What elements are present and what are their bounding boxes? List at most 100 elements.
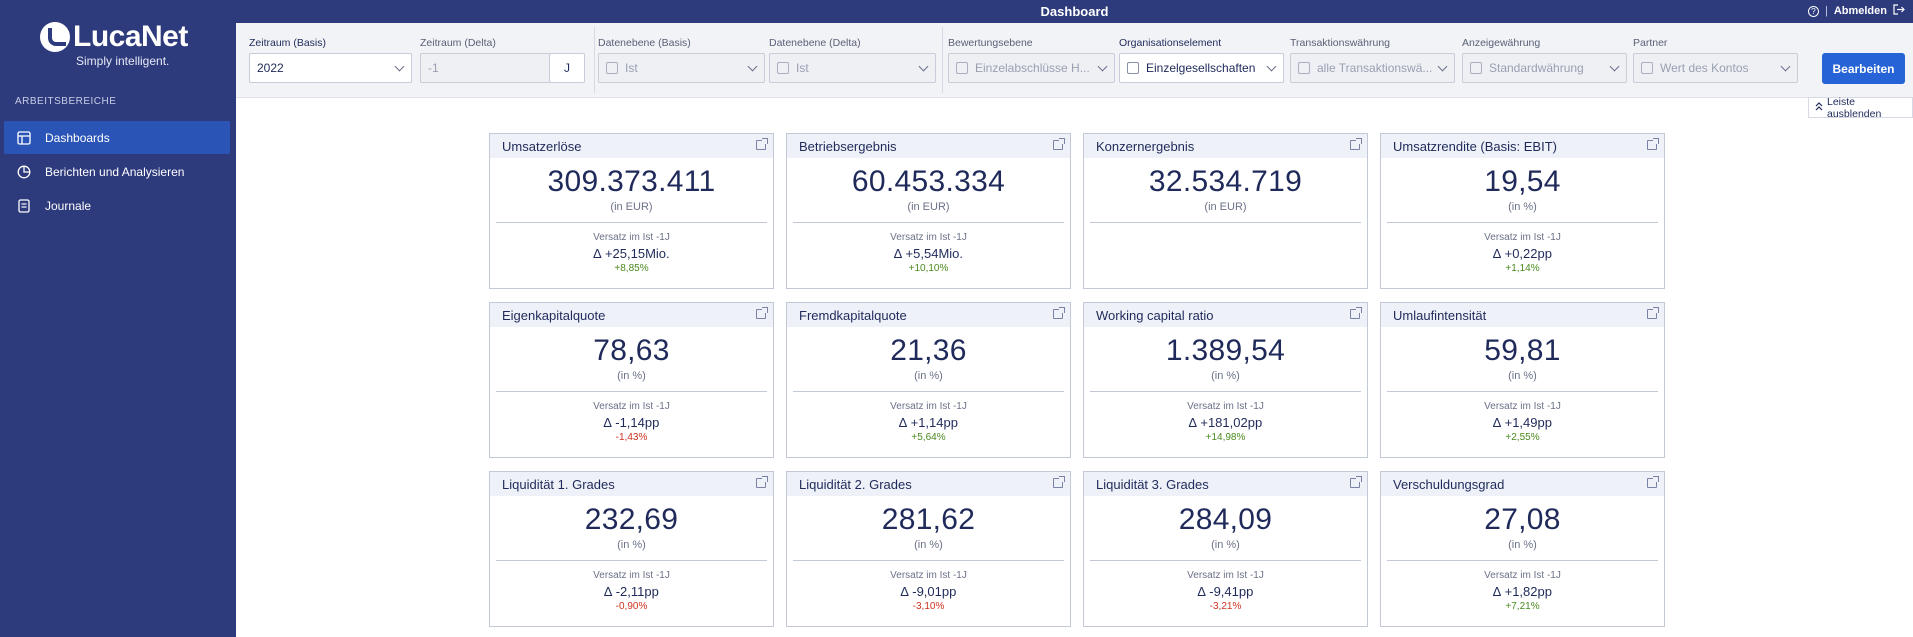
kpi-unit: (in %) — [617, 539, 646, 551]
kpi-card[interactable]: Umsatzrendite (Basis: EBIT) 19,54 (in %) Ve… — [1380, 133, 1665, 289]
kpi-delta: ∆ +1,82pp — [1493, 584, 1552, 599]
sidebar-section-label: ARBEITSBEREICHE — [15, 96, 117, 107]
open-external-icon[interactable] — [1053, 307, 1065, 319]
kpi-delta: ∆ -2,11pp — [604, 584, 659, 599]
kpi-card-title: Umsatzrendite (Basis: EBIT) — [1393, 138, 1557, 154]
sidebar-item-label: Berichten und Analysieren — [45, 164, 185, 179]
kpi-card-header: Liquidität 3. Grades — [1084, 472, 1367, 496]
kpi-unit: (in %) — [1508, 201, 1537, 213]
org-element-select[interactable]: Einzelgesellschaften — [1119, 53, 1284, 83]
kpi-card[interactable]: Liquidität 3. Grades 284,09 (in %) Versatz … — [1083, 471, 1368, 627]
chevron-down-icon — [1266, 61, 1277, 72]
kpi-delta-percent: +5,64% — [911, 432, 946, 443]
kpi-divider — [1387, 391, 1658, 392]
kpi-delta-percent: +2,55% — [1505, 432, 1540, 443]
period-delta-input[interactable]: -1 — [420, 53, 550, 83]
kpi-card-title: Liquidität 2. Grades — [799, 476, 912, 492]
partner-select[interactable]: Wert des Kontos — [1633, 53, 1798, 83]
display-currency-select[interactable]: Standardwährung — [1462, 53, 1627, 83]
kpi-comparison-label: Versatz im Ist -1J — [1484, 570, 1561, 581]
logout-icon[interactable] — [1893, 4, 1905, 18]
kpi-delta: ∆ -9,01pp — [900, 584, 957, 599]
open-external-icon[interactable] — [1350, 476, 1362, 488]
data-level-basis-select[interactable]: Ist — [598, 53, 765, 83]
hide-bar-label: Leiste ausblenden — [1827, 95, 1882, 120]
kpi-comparison-label: Versatz im Ist -1J — [593, 401, 670, 412]
data-level-delta-select[interactable]: Ist — [769, 53, 936, 83]
kpi-value: 284,09 — [1178, 503, 1273, 536]
period-delta-unit[interactable]: J — [549, 53, 585, 83]
kpi-card[interactable]: Konzernergebnis 32.534.719 (in EUR) — [1083, 133, 1368, 289]
kpi-divider — [496, 391, 767, 392]
help-icon[interactable]: ? — [1807, 5, 1819, 17]
kpi-delta-percent: -3,21% — [1209, 601, 1242, 612]
kpi-divider — [1387, 222, 1658, 223]
open-external-icon[interactable] — [756, 138, 768, 150]
kpi-card[interactable]: Umsatzerlöse 309.373.411 (in EUR) Versatz i… — [489, 133, 774, 289]
chevron-down-icon — [1780, 61, 1791, 72]
data-level-delta-value: Ist — [796, 61, 809, 75]
kpi-card[interactable]: Umlaufintensität 59,81 (in %) Versatz im Is… — [1380, 302, 1665, 458]
kpi-comparison-label: Versatz im Ist -1J — [890, 570, 967, 581]
kpi-unit: (in %) — [1211, 370, 1240, 382]
chevron-down-icon — [394, 61, 405, 72]
kpi-unit: (in EUR) — [907, 201, 950, 213]
valuation-level-select[interactable]: Einzelabschlüsse H... — [948, 53, 1115, 83]
filter-label: Datenebene (Basis) — [598, 37, 691, 49]
kpi-delta-percent: +1,14% — [1505, 263, 1540, 274]
kpi-card-header: Eigenkapitalquote — [490, 303, 773, 327]
kpi-comparison-label: Versatz im Ist -1J — [890, 232, 967, 243]
topbar-separator: | — [1824, 5, 1828, 17]
sidebar-item-journals[interactable]: Journale — [4, 189, 230, 222]
open-external-icon[interactable] — [1350, 138, 1362, 150]
open-external-icon[interactable] — [1647, 138, 1659, 150]
kpi-divider — [1090, 222, 1361, 223]
kpi-card[interactable]: Working capital ratio 1.389,54 (in %) Versa… — [1083, 302, 1368, 458]
currency-icon — [1298, 62, 1310, 74]
lucanet-logo[interactable]: LucaNet Simply intelligent. — [40, 20, 210, 70]
kpi-comparison-label: Versatz im Ist -1J — [1187, 401, 1264, 412]
kpi-delta-percent: +7,21% — [1505, 601, 1540, 612]
period-basis-select[interactable]: 2022 — [249, 53, 412, 83]
transaction-currency-select[interactable]: alle Transaktionswä... — [1290, 53, 1455, 83]
sidebar-item-reports[interactable]: Berichten und Analysieren — [4, 155, 230, 188]
edit-button[interactable]: Bearbeiten — [1822, 53, 1905, 84]
kpi-card-title: Liquidität 3. Grades — [1096, 476, 1209, 492]
kpi-divider — [1090, 560, 1361, 561]
filter-period-delta: Zeitraum (Delta) -1 J — [420, 37, 585, 83]
chevron-down-icon — [747, 61, 758, 72]
sidebar-item-dashboards[interactable]: Dashboards — [4, 121, 230, 154]
kpi-divider — [496, 222, 767, 223]
period-delta-value: -1 — [428, 61, 439, 75]
top-bar: Dashboard ? | Abmelden — [236, 0, 1913, 23]
logout-button[interactable]: Abmelden — [1833, 5, 1887, 17]
kpi-card[interactable]: Liquidität 2. Grades 281,62 (in %) Versatz … — [786, 471, 1071, 627]
kpi-unit: (in %) — [914, 370, 943, 382]
kpi-card[interactable]: Fremdkapitalquote 21,36 (in %) Versatz im I… — [786, 302, 1071, 458]
kpi-card[interactable]: Eigenkapitalquote 78,63 (in %) Versatz im I… — [489, 302, 774, 458]
org-element-value: Einzelgesellschaften — [1146, 61, 1256, 75]
hide-bar-button[interactable]: Leiste ausblenden — [1808, 95, 1913, 120]
filter-label: Transaktionswährung — [1290, 37, 1390, 49]
kpi-card[interactable]: Betriebsergebnis 60.453.334 (in EUR) Versat… — [786, 133, 1071, 289]
open-external-icon[interactable] — [1647, 307, 1659, 319]
display-currency-value: Standardwährung — [1489, 61, 1584, 75]
open-external-icon[interactable] — [1647, 476, 1659, 488]
kpi-card[interactable]: Liquidität 1. Grades 232,69 (in %) Versatz … — [489, 471, 774, 627]
open-external-icon[interactable] — [1053, 476, 1065, 488]
kpi-card-header: Umlaufintensität — [1381, 303, 1664, 327]
kpi-card-title: Working capital ratio — [1096, 307, 1214, 323]
open-external-icon[interactable] — [756, 476, 768, 488]
cube-icon — [606, 62, 618, 74]
transaction-currency-value: alle Transaktionswä... — [1317, 61, 1433, 75]
kpi-comparison-label: Versatz im Ist -1J — [1484, 401, 1561, 412]
kpi-delta: ∆ +181,02pp — [1188, 415, 1263, 430]
open-external-icon[interactable] — [1053, 138, 1065, 150]
kpi-card-title: Liquidität 1. Grades — [502, 476, 615, 492]
open-external-icon[interactable] — [1350, 307, 1362, 319]
kpi-comparison-label: Versatz im Ist -1J — [593, 232, 670, 243]
kpi-divider — [496, 560, 767, 561]
kpi-card[interactable]: Verschuldungsgrad 27,08 (in %) Versatz im I… — [1380, 471, 1665, 627]
sidebar-item-label: Dashboards — [45, 130, 110, 145]
open-external-icon[interactable] — [756, 307, 768, 319]
